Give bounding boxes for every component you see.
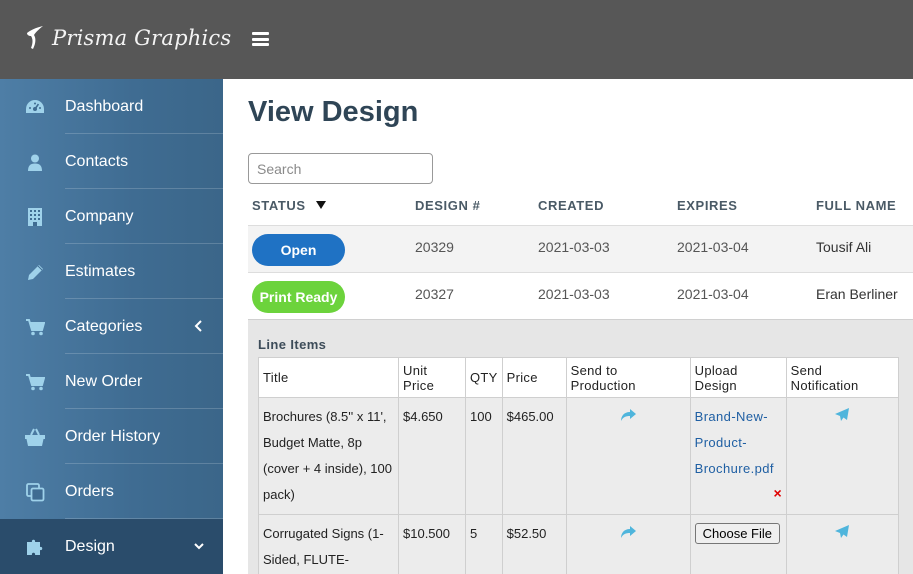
status-badge[interactable]: Open	[252, 234, 345, 266]
line-items-header-send-notification: Send Notification	[785, 357, 899, 398]
sidebar-item-estimates[interactable]: Estimates	[0, 244, 223, 299]
chevron-down-icon	[193, 539, 205, 553]
line-item-row: Brochures (8.5'' x 11', Budget Matte, 8p…	[258, 397, 899, 515]
sidebar-item-orders[interactable]: Orders	[0, 464, 223, 519]
sidebar-item-label: Order History	[65, 427, 161, 445]
line-item-title: Brochures (8.5'' x 11', Budget Matte, 8p…	[258, 397, 399, 515]
sidebar-item-label: Dashboard	[65, 97, 144, 115]
column-header-created[interactable]: CREATED	[538, 198, 605, 213]
column-header-label: STATUS	[252, 198, 306, 213]
sidebar-item-label: Estimates	[65, 262, 136, 280]
line-item-row: Corrugated Signs (1-Sided, FLUTE- $10.50…	[258, 514, 899, 574]
cart-icon	[25, 317, 45, 337]
sidebar-item-label: Orders	[65, 482, 114, 500]
basket-icon	[25, 427, 45, 447]
line-item-title: Corrugated Signs (1-Sided, FLUTE-	[258, 514, 399, 574]
send-notification-cell	[785, 514, 899, 574]
design-number: 20329	[415, 239, 454, 255]
line-items-panel: Line Items Title Unit Price QTY Price Se…	[248, 319, 913, 574]
send-to-production-cell	[565, 514, 691, 574]
pencil-icon	[25, 262, 45, 282]
send-notification-cell	[785, 397, 899, 515]
user-icon	[25, 152, 45, 172]
send-to-production-cell	[565, 397, 691, 515]
paper-plane-icon[interactable]	[835, 405, 850, 431]
expires-date: 2021-03-04	[677, 239, 749, 255]
line-item-unit-price: $10.500	[398, 514, 466, 574]
line-items-header-price: Price	[501, 357, 567, 398]
line-item-qty: 100	[465, 397, 503, 515]
line-items-table: Title Unit Price QTY Price Send to Produ…	[258, 357, 899, 574]
sidebar-item-label: New Order	[65, 372, 143, 390]
uploaded-file-link[interactable]: Brand-New-Product-Brochure.pdf	[694, 409, 774, 476]
full-name: Eran Berliner	[816, 286, 898, 302]
line-item-unit-price: $4.650	[398, 397, 466, 515]
upload-design-cell: Choose File	[689, 514, 787, 574]
sidebar-item-contacts[interactable]: Contacts	[0, 134, 223, 189]
puzzle-icon	[25, 537, 45, 557]
dashboard-gauge-icon	[25, 97, 45, 117]
sidebar-item-new-order[interactable]: New Order	[0, 354, 223, 409]
paper-plane-icon[interactable]	[835, 522, 850, 548]
brand-logo[interactable]: Prisma Graphics	[24, 24, 231, 52]
created-date: 2021-03-03	[538, 239, 610, 255]
sidebar-item-label: Categories	[65, 317, 143, 335]
design-number: 20327	[415, 286, 454, 302]
sidebar: Dashboard Contacts Company Estimates Cat…	[0, 79, 223, 574]
table-row[interactable]: Open 20329 2021-03-03 2021-03-04 Tousif …	[248, 225, 913, 272]
column-header-full-name[interactable]: FULL NAME	[816, 198, 897, 213]
top-bar: Prisma Graphics	[0, 0, 913, 79]
upload-design-cell: Brand-New-Product-Brochure.pdf ×	[689, 397, 787, 515]
line-items-header-unit-price: Unit Price	[398, 357, 466, 398]
sidebar-item-label: Contacts	[65, 152, 129, 170]
line-item-price: $465.00	[501, 397, 567, 515]
cart-icon	[25, 372, 45, 392]
line-item-qty: 5	[465, 514, 503, 574]
full-name: Tousif Ali	[816, 239, 872, 255]
sidebar-item-order-history[interactable]: Order History	[0, 409, 223, 464]
sidebar-item-label: Design	[65, 537, 115, 555]
line-item-price: $52.50	[501, 514, 567, 574]
line-items-title: Line Items	[258, 337, 327, 352]
sidebar-item-categories[interactable]: Categories	[0, 299, 223, 354]
created-date: 2021-03-03	[538, 286, 610, 302]
sidebar-item-dashboard[interactable]: Dashboard	[0, 79, 223, 134]
column-header-design-number[interactable]: DESIGN #	[415, 198, 481, 213]
page-title: View Design	[248, 96, 419, 128]
line-items-header-send-to-production: Send to Production	[565, 357, 691, 398]
search-input[interactable]	[248, 153, 433, 184]
chevron-left-icon	[193, 319, 205, 333]
copy-icon	[25, 482, 45, 502]
column-header-status[interactable]: STATUS	[252, 198, 326, 213]
line-items-header-upload-design: Upload Design	[689, 357, 787, 398]
brand-name: Prisma Graphics	[52, 26, 232, 50]
sidebar-item-company[interactable]: Company	[0, 189, 223, 244]
line-items-header-title: Title	[258, 357, 399, 398]
sort-down-icon[interactable]	[315, 201, 326, 209]
status-badge[interactable]: Print Ready	[252, 281, 345, 313]
bird-logo-icon	[27, 26, 43, 49]
table-row[interactable]: Print Ready 20327 2021-03-03 2021-03-04 …	[248, 272, 913, 319]
hamburger-icon[interactable]	[252, 32, 269, 46]
sidebar-item-label: Company	[65, 207, 134, 225]
remove-file-icon[interactable]: ×	[773, 485, 782, 501]
choose-file-button[interactable]: Choose File	[694, 523, 780, 544]
line-items-header-qty: QTY	[465, 357, 503, 398]
expires-date: 2021-03-04	[677, 286, 749, 302]
sidebar-item-design[interactable]: Design	[0, 519, 223, 574]
column-header-expires[interactable]: EXPIRES	[677, 198, 738, 213]
share-forward-icon[interactable]	[620, 405, 636, 431]
share-forward-icon[interactable]	[620, 522, 636, 548]
building-icon	[25, 207, 45, 227]
